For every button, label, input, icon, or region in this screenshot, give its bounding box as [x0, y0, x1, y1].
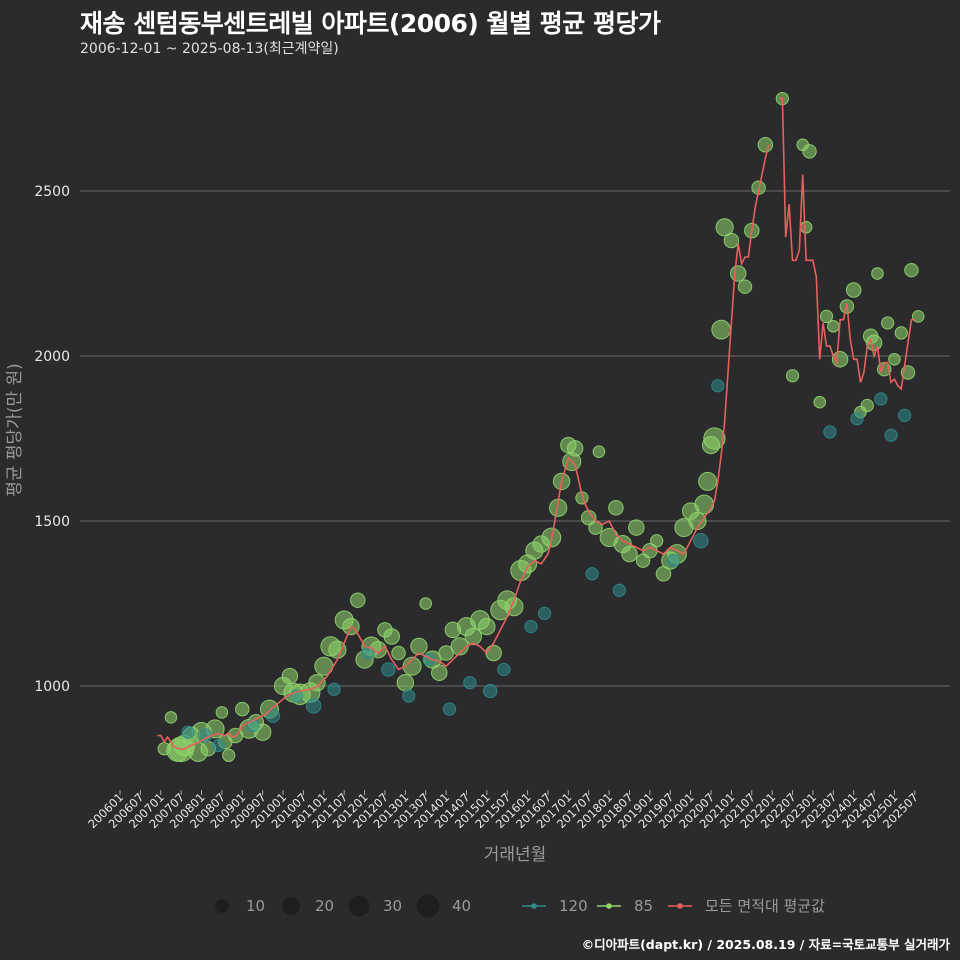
- chart-title: 재송 센텀동부센트레빌 아파트(2006) 월별 평균 평당가: [80, 9, 661, 38]
- scatter-point-120: [381, 662, 396, 677]
- scatter-point-85: [802, 144, 817, 159]
- scatter-point-85: [688, 511, 707, 531]
- scatter-point-85: [819, 309, 834, 324]
- scatter-point-85: [608, 500, 624, 516]
- scatter-point-85: [894, 326, 908, 340]
- scatter-point-85: [391, 645, 406, 661]
- color-legend-dot: [677, 903, 683, 909]
- scatter-point-85: [566, 440, 584, 457]
- scatter-point-85: [813, 395, 826, 409]
- scatter-point-85: [911, 310, 925, 323]
- color-legend-dot: [606, 903, 612, 909]
- y-tick-label: 2500: [34, 184, 70, 200]
- scatter-point-85: [737, 279, 753, 294]
- scatter-point-120: [305, 698, 322, 714]
- scatter-point-85: [711, 319, 732, 340]
- size-legend-dot: [282, 897, 300, 915]
- scatter-point-120: [463, 676, 477, 690]
- size-legend-dot: [215, 899, 229, 913]
- scatter-point-120: [585, 567, 599, 581]
- size-legend-label: 30: [383, 897, 402, 915]
- scatter-point-85: [281, 667, 299, 685]
- size-legend-label: 10: [246, 897, 265, 915]
- scatter-point-85: [438, 645, 454, 661]
- scatter-point-120: [537, 606, 552, 621]
- size-legend-dot: [416, 894, 440, 918]
- scatter-point-120: [327, 682, 341, 696]
- scatter-point-85: [757, 137, 774, 153]
- color-legend-label: 120: [559, 897, 588, 915]
- scatter-point-85: [308, 674, 326, 692]
- color-legend-label: 모든 면적대 평균값: [705, 897, 825, 915]
- chart-subtitle: 2006-12-01 ~ 2025-08-13(최근계약일): [80, 41, 339, 57]
- size-legend-label: 40: [452, 897, 471, 915]
- y-tick-label: 1500: [34, 514, 70, 530]
- y-tick-label: 1000: [34, 679, 70, 695]
- scatter-point-85: [694, 494, 715, 515]
- scatter-point-85: [715, 218, 734, 237]
- color-legend-label: 85: [634, 897, 653, 915]
- scatter-point-85: [703, 427, 726, 450]
- scatter-point-120: [874, 392, 888, 406]
- x-axis-title: 거래년월: [484, 845, 547, 865]
- scatter-point-85: [628, 519, 645, 536]
- size-legend-dot: [348, 895, 370, 917]
- scatter-point-85: [845, 282, 862, 298]
- scatter-point-120: [850, 412, 864, 426]
- scatter-point-120: [181, 725, 195, 739]
- scatter-point-85: [410, 637, 428, 656]
- scatter-point-120: [711, 379, 725, 393]
- y-axis-title: 평균 평당가(만 원): [5, 363, 25, 497]
- scatter-point-85: [419, 597, 432, 610]
- scatter-point-85: [888, 353, 901, 366]
- scatter-point-120: [898, 408, 912, 423]
- scatter-point-85: [478, 617, 496, 636]
- source-caption: ©디아파트(dapt.kr) / 2025.08.19 / 자료=국토교통부 실…: [581, 937, 950, 952]
- scatter-point-85: [215, 706, 229, 719]
- scatter-point-120: [402, 689, 416, 703]
- scatter-point-85: [621, 545, 638, 563]
- scatter-point-85: [871, 267, 884, 280]
- y-tick-label: 2000: [34, 349, 70, 365]
- scatter-point-120: [197, 728, 213, 743]
- scatter-point-85: [881, 316, 895, 330]
- scatter-point-85: [164, 711, 178, 724]
- scatter-point-85: [698, 471, 718, 491]
- scatter-point-85: [904, 262, 919, 278]
- size-legend-label: 20: [315, 897, 334, 915]
- scatter-point-120: [884, 428, 898, 442]
- scatter-point-120: [483, 683, 498, 699]
- scatter-point-120: [612, 583, 626, 597]
- average-line: [157, 97, 915, 751]
- scatter-point-85: [799, 221, 813, 234]
- scatter-point-85: [431, 664, 448, 682]
- scatter-point-85: [860, 398, 874, 413]
- scatter-point-85: [222, 748, 236, 762]
- scatter-point-120: [823, 425, 837, 439]
- scatter-point-85: [650, 534, 664, 548]
- scatter-point-85: [785, 369, 800, 383]
- scatter-point-120: [442, 702, 457, 716]
- scatter-point-120: [265, 708, 281, 723]
- scatter-point-85: [402, 656, 422, 676]
- scatter-point-85: [592, 445, 606, 458]
- scatter-point-120: [667, 553, 681, 568]
- scatter-point-85: [383, 628, 400, 645]
- scatter-point-85: [235, 701, 250, 717]
- scatter-point-85: [827, 320, 840, 333]
- scatter-point-120: [524, 619, 538, 634]
- scatter-point-85: [396, 674, 415, 692]
- color-legend-dot: [531, 903, 537, 909]
- scatter-point-120: [211, 738, 226, 753]
- scatter-point-85: [485, 644, 502, 662]
- scatter-point-120: [693, 533, 709, 549]
- scatter-point-85: [729, 265, 747, 282]
- scatter-point-85: [723, 232, 740, 249]
- scatter-point-85: [350, 592, 366, 608]
- scatter-point-120: [497, 662, 511, 677]
- scatter-point-85: [464, 627, 482, 646]
